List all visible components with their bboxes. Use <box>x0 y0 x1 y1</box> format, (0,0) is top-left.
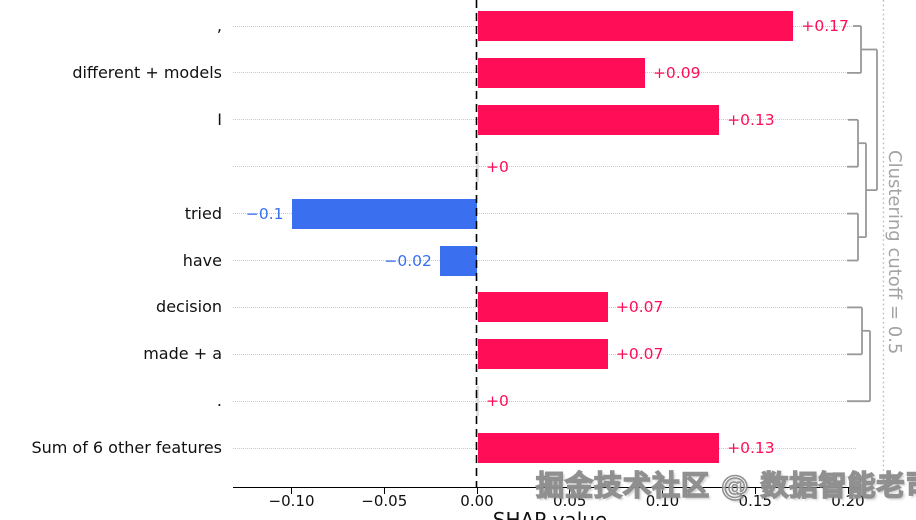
x-tick-label: −0.10 <box>268 492 315 510</box>
feature-label: I <box>217 109 222 129</box>
feature-label: made + a <box>143 344 222 364</box>
feature-label: have <box>182 250 222 270</box>
shap-bar <box>476 386 479 417</box>
watermark: 掘金技术社区 @ 数据智能老司机 <box>535 468 916 503</box>
x-tick-mark <box>569 488 571 494</box>
x-tick-label: 0.10 <box>645 492 680 510</box>
feature-label: different + models <box>72 62 222 82</box>
shap-bar <box>476 151 479 182</box>
x-tick-label: 0.20 <box>831 492 865 510</box>
gridline <box>233 213 856 215</box>
value-label: +0.13 <box>727 110 775 129</box>
value-label: +0 <box>486 392 509 411</box>
gridline <box>233 400 856 402</box>
x-tick-mark <box>847 488 849 494</box>
feature-label: . <box>216 391 222 411</box>
shap-bar <box>291 198 477 229</box>
shap-bar <box>478 104 720 135</box>
feature-label: tried <box>184 203 222 223</box>
x-tick-label: 0.00 <box>460 492 494 510</box>
feature-label: , <box>216 16 222 35</box>
x-tick-label: 0.05 <box>553 492 587 510</box>
value-label: −0.1 <box>245 204 284 223</box>
value-label: +0 <box>486 157 509 176</box>
gridline <box>233 166 856 168</box>
x-tick-mark <box>383 488 385 494</box>
x-axis-title: SHAP value <box>492 508 608 520</box>
dendrogram <box>847 25 878 403</box>
shap-bar <box>478 11 794 41</box>
feature-label: decision <box>156 297 222 317</box>
x-tick-label: −0.05 <box>361 492 408 510</box>
x-tick-mark <box>662 488 663 494</box>
gridline <box>233 260 856 261</box>
shap-bar <box>478 433 720 464</box>
value-label: +0.07 <box>615 298 664 317</box>
x-axis-spine <box>233 487 860 488</box>
clustering-cutoff-label: Clustering cutoff = 0.5 <box>884 150 905 355</box>
x-tick-mark <box>291 488 292 494</box>
shap-bar <box>478 339 608 370</box>
value-label: +0.07 <box>615 345 664 364</box>
value-label: +0.17 <box>801 17 849 35</box>
shap-bar <box>439 245 477 276</box>
value-label: −0.02 <box>384 251 432 270</box>
value-label: +0.13 <box>727 439 775 458</box>
shap-bar <box>478 57 645 88</box>
x-tick-mark <box>476 488 478 494</box>
feature-label: Sum of 6 other features <box>31 438 222 458</box>
value-label: +0.09 <box>652 63 701 82</box>
shap-bar <box>478 292 608 323</box>
x-tick-label: 0.15 <box>738 492 772 510</box>
x-tick-mark <box>754 488 756 494</box>
